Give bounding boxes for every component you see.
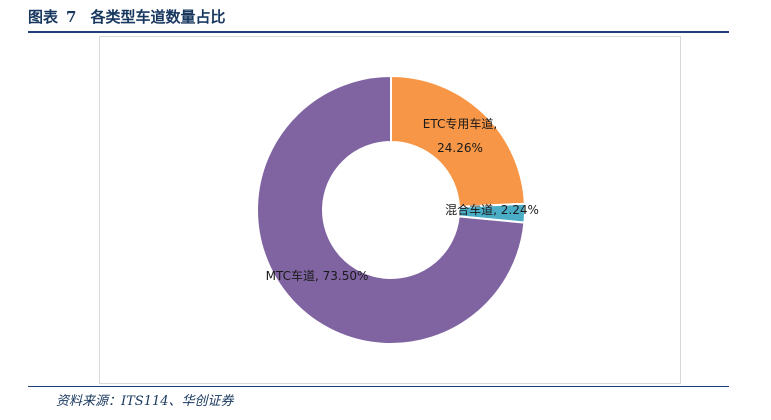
slice-etc [390,74,526,208]
data-label-mtc: MTC车道, 73.50% [266,268,369,283]
figure-title-text: 各类型车道数量占比 [90,8,226,26]
data-label-etc: ETC专用车道, 24.26% [423,116,497,155]
figure-number: 7 [66,8,77,26]
figure-label: 图表 [28,8,59,26]
data-label-mixed: 混合车道, 2.24% [445,202,539,217]
source-rule [28,386,729,387]
figure-title: 图表 7 各类型车道数量占比 [28,6,225,28]
slice-mtc [256,74,526,345]
title-rule [28,31,729,33]
source-note: 资料来源：ITS114、华创证券 [56,394,234,409]
